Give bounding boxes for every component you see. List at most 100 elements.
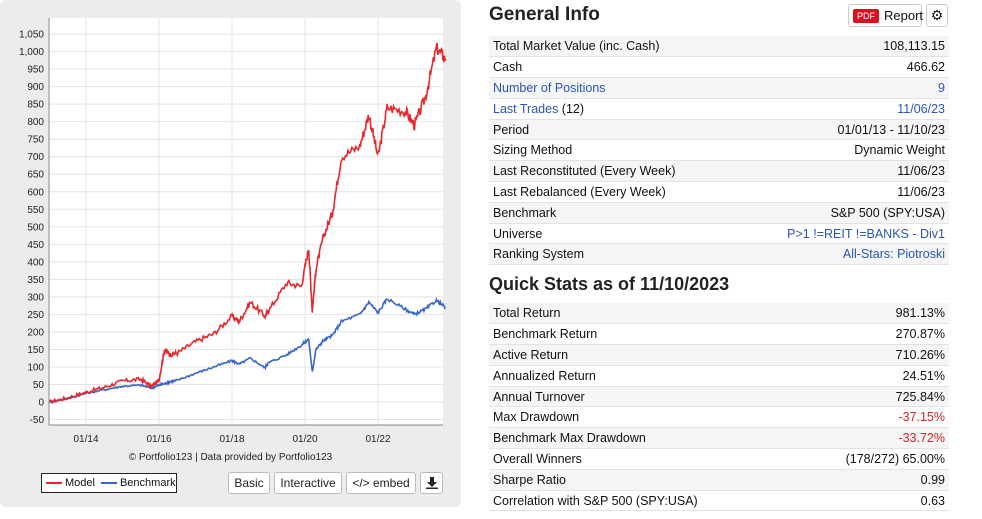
row-label: Active Return bbox=[489, 344, 795, 366]
y-tick-label: 400 bbox=[27, 257, 44, 268]
benchmark-series-line[interactable] bbox=[48, 297, 447, 404]
y-tick-label: 900 bbox=[27, 82, 44, 93]
model-swatch-icon bbox=[46, 482, 62, 485]
x-tick-label: 01/16 bbox=[146, 434, 171, 445]
row-label: Cash bbox=[489, 56, 735, 79]
embed-button[interactable]: </> embed bbox=[346, 472, 416, 494]
row-label: Benchmark Max Drawdown bbox=[489, 427, 795, 450]
row-value: 270.87% bbox=[794, 323, 949, 346]
table-row: Active Return 710.26% bbox=[489, 344, 949, 366]
y-tick-label: 250 bbox=[27, 310, 44, 321]
pdf-report-button[interactable]: PDF Report bbox=[848, 4, 924, 27]
chart-panel: 1,050 1,000 950 900 850 800 750 700 650 600 550 500… bbox=[0, 0, 461, 507]
table-row: Benchmark S&P 500 (SPY:USA) bbox=[489, 202, 949, 224]
download-icon bbox=[425, 477, 438, 489]
y-tick-label: 350 bbox=[27, 275, 44, 286]
row-label: Correlation with S&P 500 (SPY:USA) bbox=[489, 490, 795, 512]
table-row: Universe P>1 !=REIT !=BANKS - Div1 bbox=[489, 223, 949, 245]
x-tick-label: 01/14 bbox=[73, 434, 98, 445]
x-tick-label: 01/18 bbox=[219, 434, 244, 445]
table-row: Cash 466.62 bbox=[489, 56, 949, 79]
y-tick-label: 150 bbox=[27, 345, 44, 356]
row-value: 466.62 bbox=[734, 56, 949, 79]
y-tick-label: 100 bbox=[27, 362, 44, 373]
y-tick-label: 300 bbox=[27, 292, 44, 303]
row-label: Sharpe Ratio bbox=[489, 469, 795, 491]
row-label: Number of Positions bbox=[489, 77, 735, 99]
row-label: Last Rebalanced (Every Week) bbox=[489, 181, 735, 203]
y-tick-label: 1,000 bbox=[19, 47, 44, 58]
row-value: 981.13% bbox=[794, 303, 949, 325]
row-label: Last Trades (12) bbox=[489, 98, 735, 120]
row-label: Universe bbox=[489, 223, 735, 245]
y-tick-label: 950 bbox=[27, 65, 44, 76]
table-row: Benchmark Max Drawdown -33.72% bbox=[489, 427, 949, 450]
y-tick-label: 750 bbox=[27, 135, 44, 146]
interactive-button[interactable]: Interactive bbox=[274, 472, 342, 494]
row-value: 24.51% bbox=[794, 365, 949, 387]
table-row: Total Market Value (inc. Cash) 108,113.15 bbox=[489, 36, 949, 58]
row-value: 710.26% bbox=[794, 344, 949, 366]
table-row: Max Drawdown -37.15% bbox=[489, 406, 949, 429]
download-button[interactable] bbox=[420, 472, 443, 494]
y-tick-label: 200 bbox=[27, 327, 44, 338]
row-label: Benchmark Return bbox=[489, 323, 795, 346]
table-row: Last Trades (12) 11/06/23 bbox=[489, 98, 949, 120]
row-label: Annualized Return bbox=[489, 365, 795, 387]
row-value: Dynamic Weight bbox=[734, 139, 949, 162]
y-tick-label: 1,050 bbox=[19, 30, 44, 41]
general-info-table: Total Market Value (inc. Cash) 108,113.15… bbox=[489, 36, 949, 266]
row-label: Total Market Value (inc. Cash) bbox=[489, 36, 735, 58]
table-row: Benchmark Return 270.87% bbox=[489, 323, 949, 346]
quick-stats-table: Total Return 981.13% Benchmark Return 270.… bbox=[489, 303, 949, 512]
row-label: Annual Turnover bbox=[489, 386, 795, 408]
table-row: Correlation with S&P 500 (SPY:USA) 0.63 bbox=[489, 490, 949, 512]
row-value: 0.63 bbox=[794, 490, 949, 512]
basic-button[interactable]: Basic bbox=[228, 472, 270, 494]
gear-icon: ⚙ bbox=[930, 7, 944, 23]
last-trades-link[interactable]: Last Trades bbox=[493, 101, 559, 116]
y-tick-label: -50 bbox=[30, 415, 45, 426]
table-row: Annual Turnover 725.84% bbox=[489, 386, 949, 408]
positions-count-link[interactable]: 9 bbox=[938, 80, 945, 95]
y-tick-label: 0 bbox=[38, 398, 44, 409]
report-label: Report bbox=[884, 8, 924, 23]
row-value: S&P 500 (SPY:USA) bbox=[734, 202, 949, 224]
y-tick-label: 550 bbox=[27, 205, 44, 216]
row-label: Last Reconstituted (Every Week) bbox=[489, 160, 735, 183]
row-label: Max Drawdown bbox=[489, 406, 795, 429]
performance-chart[interactable]: 1,0501,000950900850800750700650600550500… bbox=[0, 0, 461, 452]
quick-stats-title: Quick Stats as of 11/10/2023 bbox=[489, 274, 730, 294]
pdf-icon: PDF bbox=[853, 8, 879, 23]
table-row: Total Return 981.13% bbox=[489, 303, 949, 325]
row-value: -33.72% bbox=[794, 427, 949, 450]
settings-button[interactable]: ⚙ bbox=[926, 4, 948, 27]
general-info-title: General Info bbox=[489, 4, 600, 25]
legend-model[interactable]: Model bbox=[46, 477, 95, 489]
x-tick-label: 01/22 bbox=[365, 434, 390, 445]
table-row: Annualized Return 24.51% bbox=[489, 365, 949, 387]
legend-benchmark[interactable]: Benchmark bbox=[100, 477, 176, 489]
row-value: 725.84% bbox=[794, 386, 949, 408]
row-label: Overall Winners bbox=[489, 448, 795, 470]
last-trades-date-link[interactable]: 11/06/23 bbox=[897, 101, 945, 116]
row-value: 11/06/23 bbox=[734, 181, 949, 203]
chart-legend[interactable]: Model Benchmark bbox=[41, 473, 177, 493]
row-value: 108,113.15 bbox=[734, 36, 949, 58]
universe-link[interactable]: P>1 !=REIT !=BANKS - Div1 bbox=[787, 226, 945, 241]
number-of-positions-link[interactable]: Number of Positions bbox=[493, 80, 606, 95]
row-value: 01/01/13 - 11/10/23 bbox=[734, 119, 949, 141]
legend-benchmark-label: Benchmark bbox=[119, 477, 176, 489]
ranking-system-link[interactable]: All-Stars: Piotroski bbox=[842, 247, 945, 262]
row-value: 11/06/23 bbox=[734, 160, 949, 183]
y-tick-label: 850 bbox=[27, 100, 44, 111]
row-label: Total Return bbox=[489, 303, 795, 325]
row-value: 0.99 bbox=[794, 469, 949, 491]
table-row: Sizing Method Dynamic Weight bbox=[489, 139, 949, 162]
model-series-line[interactable] bbox=[49, 42, 447, 405]
y-tick-label: 700 bbox=[27, 152, 44, 163]
benchmark-swatch-icon bbox=[100, 482, 117, 485]
table-row: Ranking System All-Stars: Piotroski bbox=[489, 243, 949, 266]
y-tick-label: 800 bbox=[27, 117, 44, 128]
table-row: Period 01/01/13 - 11/10/23 bbox=[489, 119, 949, 141]
